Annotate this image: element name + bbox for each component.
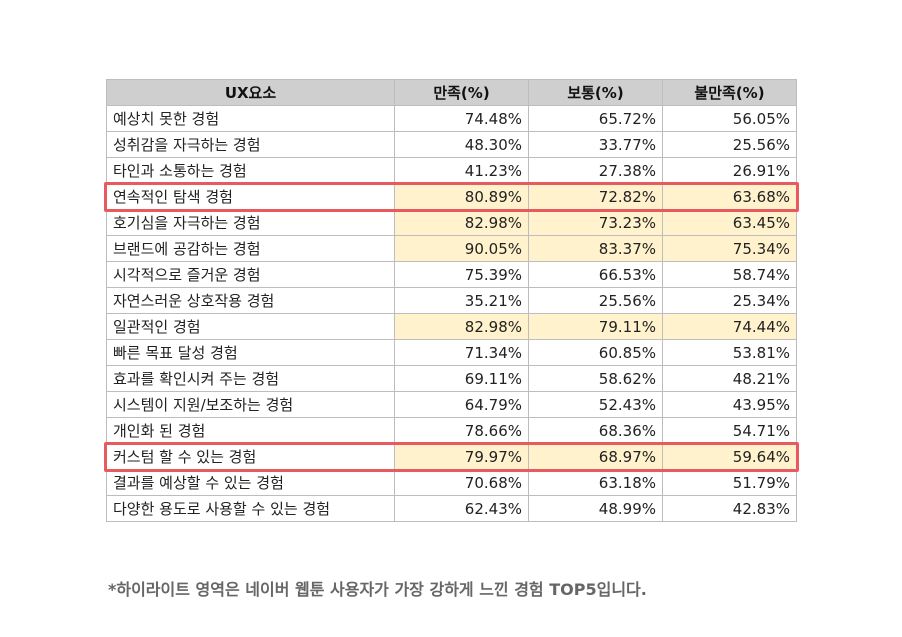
table-body: 예상치 못한 경험 74.48% 65.72% 56.05% 성취감을 자극하는 경험 4… <box>106 105 797 522</box>
satisfied-value: 64.79% <box>394 391 529 418</box>
dissatisfied-value: 25.56% <box>662 131 797 158</box>
satisfied-value: 69.11% <box>394 365 529 392</box>
ux-element-name: 개인화 된 경험 <box>106 417 395 444</box>
neutral-value: 79.11% <box>528 313 663 340</box>
neutral-value: 60.85% <box>528 339 663 366</box>
table-row: 시스템이 지원/보조하는 경험 64.79% 52.43% 43.95% <box>106 391 797 418</box>
dissatisfied-value: 74.44% <box>662 313 797 340</box>
table-row: 예상치 못한 경험 74.48% 65.72% 56.05% <box>106 105 797 132</box>
satisfied-value: 82.98% <box>394 209 529 236</box>
table-row: 자연스러운 상호작용 경험 35.21% 25.56% 25.34% <box>106 287 797 314</box>
dissatisfied-value: 54.71% <box>662 417 797 444</box>
ux-element-name: 호기심을 자극하는 경험 <box>106 209 395 236</box>
table-row: 브랜드에 공감하는 경험 90.05% 83.37% 75.34% <box>106 235 797 262</box>
satisfied-value: 62.43% <box>394 495 529 522</box>
satisfied-value: 75.39% <box>394 261 529 288</box>
satisfied-value: 80.89% <box>394 183 529 210</box>
table-row: 결과를 예상할 수 있는 경험 70.68% 63.18% 51.79% <box>106 469 797 496</box>
neutral-value: 33.77% <box>528 131 663 158</box>
column-header-satisfied: 만족(%) <box>394 79 529 106</box>
table-header-row: UX요소 만족(%) 보통(%) 불만족(%) <box>106 79 797 106</box>
table-row: 빠른 목표 달성 경험 71.34% 60.85% 53.81% <box>106 339 797 366</box>
ux-element-name: 자연스러운 상호작용 경험 <box>106 287 395 314</box>
neutral-value: 48.99% <box>528 495 663 522</box>
dissatisfied-value: 48.21% <box>662 365 797 392</box>
ux-element-name: 일관적인 경험 <box>106 313 395 340</box>
ux-element-name: 성취감을 자극하는 경험 <box>106 131 395 158</box>
neutral-value: 63.18% <box>528 469 663 496</box>
neutral-value: 27.38% <box>528 157 663 184</box>
dissatisfied-value: 51.79% <box>662 469 797 496</box>
satisfied-value: 71.34% <box>394 339 529 366</box>
dissatisfied-value: 59.64% <box>662 443 797 470</box>
neutral-value: 72.82% <box>528 183 663 210</box>
ux-element-name: 시각적으로 즐거운 경험 <box>106 261 395 288</box>
ux-element-name: 연속적인 탐색 경험 <box>106 183 395 210</box>
ux-element-name: 브랜드에 공감하는 경험 <box>106 235 395 262</box>
column-header-dissatisfied: 불만족(%) <box>662 79 797 106</box>
footnote: *하이라이트 영역은 네이버 웹툰 사용자가 가장 강하게 느낀 경험 TOP5… <box>108 580 647 599</box>
neutral-value: 65.72% <box>528 105 663 132</box>
satisfied-value: 70.68% <box>394 469 529 496</box>
satisfied-value: 82.98% <box>394 313 529 340</box>
table-row: 연속적인 탐색 경험 80.89% 72.82% 63.68% <box>106 183 797 210</box>
table-row: 개인화 된 경험 78.66% 68.36% 54.71% <box>106 417 797 444</box>
neutral-value: 83.37% <box>528 235 663 262</box>
dissatisfied-value: 26.91% <box>662 157 797 184</box>
table-row: 효과를 확인시켜 주는 경험 69.11% 58.62% 48.21% <box>106 365 797 392</box>
table-row: 호기심을 자극하는 경험 82.98% 73.23% 63.45% <box>106 209 797 236</box>
table-row: 성취감을 자극하는 경험 48.30% 33.77% 25.56% <box>106 131 797 158</box>
satisfied-value: 78.66% <box>394 417 529 444</box>
dissatisfied-value: 63.45% <box>662 209 797 236</box>
satisfied-value: 90.05% <box>394 235 529 262</box>
ux-element-name: 시스템이 지원/보조하는 경험 <box>106 391 395 418</box>
table-row: 일관적인 경험 82.98% 79.11% 74.44% <box>106 313 797 340</box>
column-header-ux-element: UX요소 <box>106 79 395 106</box>
ux-element-name: 빠른 목표 달성 경험 <box>106 339 395 366</box>
ux-element-name: 타인과 소통하는 경험 <box>106 157 395 184</box>
neutral-value: 52.43% <box>528 391 663 418</box>
neutral-value: 66.53% <box>528 261 663 288</box>
dissatisfied-value: 25.34% <box>662 287 797 314</box>
neutral-value: 68.36% <box>528 417 663 444</box>
dissatisfied-value: 63.68% <box>662 183 797 210</box>
ux-element-name: 효과를 확인시켜 주는 경험 <box>106 365 395 392</box>
neutral-value: 25.56% <box>528 287 663 314</box>
table-row: 타인과 소통하는 경험 41.23% 27.38% 26.91% <box>106 157 797 184</box>
dissatisfied-value: 42.83% <box>662 495 797 522</box>
ux-element-name: 다양한 용도로 사용할 수 있는 경험 <box>106 495 395 522</box>
neutral-value: 73.23% <box>528 209 663 236</box>
dissatisfied-value: 53.81% <box>662 339 797 366</box>
satisfied-value: 35.21% <box>394 287 529 314</box>
neutral-value: 68.97% <box>528 443 663 470</box>
satisfied-value: 48.30% <box>394 131 529 158</box>
table-row: 다양한 용도로 사용할 수 있는 경험 62.43% 48.99% 42.83% <box>106 495 797 522</box>
ux-survey-table: UX요소 만족(%) 보통(%) 불만족(%) 예상치 못한 경험 74.48% 6… <box>106 79 797 522</box>
dissatisfied-value: 43.95% <box>662 391 797 418</box>
table-row: 시각적으로 즐거운 경험 75.39% 66.53% 58.74% <box>106 261 797 288</box>
ux-element-name: 커스텀 할 수 있는 경험 <box>106 443 395 470</box>
ux-element-name: 결과를 예상할 수 있는 경험 <box>106 469 395 496</box>
column-header-neutral: 보통(%) <box>528 79 663 106</box>
neutral-value: 58.62% <box>528 365 663 392</box>
satisfied-value: 41.23% <box>394 157 529 184</box>
dissatisfied-value: 56.05% <box>662 105 797 132</box>
dissatisfied-value: 75.34% <box>662 235 797 262</box>
satisfied-value: 79.97% <box>394 443 529 470</box>
ux-element-name: 예상치 못한 경험 <box>106 105 395 132</box>
satisfied-value: 74.48% <box>394 105 529 132</box>
dissatisfied-value: 58.74% <box>662 261 797 288</box>
table-row: 커스텀 할 수 있는 경험 79.97% 68.97% 59.64% <box>106 443 797 470</box>
